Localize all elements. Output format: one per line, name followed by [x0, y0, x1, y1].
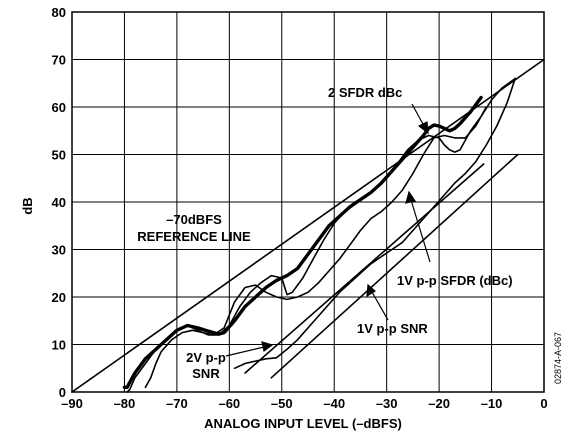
- x-tick-label: –10: [481, 396, 503, 411]
- x-tick-label: –40: [323, 396, 345, 411]
- annotation-arrows: [225, 103, 431, 357]
- y-tick-label: 50: [52, 148, 66, 163]
- arrowhead-sfdr1: [405, 190, 416, 204]
- y-tick-label: 40: [52, 195, 66, 210]
- x-tick-label: –60: [218, 396, 240, 411]
- y-tick-label: 10: [52, 338, 66, 353]
- annotation-snr1: 1V p-p SNR: [357, 321, 428, 336]
- x-tick-label: –80: [114, 396, 136, 411]
- y-tick-label: 70: [52, 53, 66, 68]
- series-line-snr_line_b: [270, 153, 519, 379]
- annotation-sfdr2: 2 SFDR dBc: [328, 85, 402, 100]
- x-tick-label: –50: [271, 396, 293, 411]
- plot-frame: [71, 11, 545, 393]
- annotation-ref-line-2: REFERENCE LINE: [137, 229, 251, 244]
- y-tick-label: 0: [59, 385, 66, 400]
- annotation-sfdr1: 1V p-p SFDR (dBc): [397, 273, 513, 288]
- series-line-snr2: [233, 77, 517, 370]
- series-line-ref: [71, 58, 545, 393]
- series-line-snr1: [144, 106, 488, 389]
- y-axis-title: dB: [20, 197, 35, 214]
- arrow-snr2: [225, 346, 265, 357]
- grid: [71, 11, 545, 393]
- series-line-snr_line_a: [244, 163, 485, 374]
- series-layer: [71, 58, 545, 393]
- tick-labels: –90 –80 –70 –60 –50 –40 –30 –20 –10 0 0 10 20 30 40 50 6…: [52, 5, 548, 411]
- y-tick-label: 60: [52, 100, 66, 115]
- arrowhead-sfdr2: [417, 121, 429, 135]
- series-line-sfdr1: [126, 77, 517, 393]
- x-tick-label: –90: [61, 396, 83, 411]
- arrowhead-snr1: [366, 283, 377, 298]
- y-tick-label: 30: [52, 243, 66, 258]
- arrow-sfdr1: [410, 199, 431, 263]
- y-tick-label: 20: [52, 290, 66, 305]
- x-tick-label: 0: [540, 396, 547, 411]
- annotation-ref-line-1: –70dBFS: [166, 212, 222, 227]
- x-axis-title: ANALOG INPUT LEVEL (–dBFS): [204, 416, 402, 431]
- figure-id: 02874-A-067: [553, 332, 563, 384]
- x-tick-label: –20: [428, 396, 450, 411]
- annotation-snr2-line-1: 2V p-p: [186, 350, 226, 365]
- arrow-snr1: [371, 291, 389, 321]
- x-tick-label: –30: [376, 396, 398, 411]
- x-tick-label: –70: [166, 396, 188, 411]
- annotation-snr2-line-2: SNR: [192, 366, 220, 381]
- arrowhead-snr2: [261, 341, 274, 353]
- y-tick-label: 80: [52, 5, 66, 20]
- arrow-sfdr2: [411, 103, 425, 127]
